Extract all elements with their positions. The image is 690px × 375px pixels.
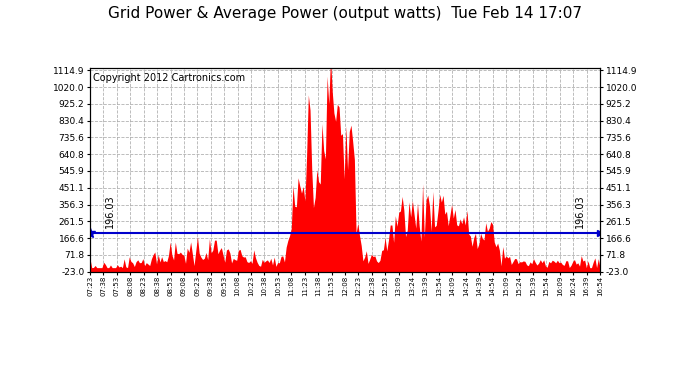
Text: Grid Power & Average Power (output watts)  Tue Feb 14 17:07: Grid Power & Average Power (output watts… [108, 6, 582, 21]
Text: 196.03: 196.03 [575, 194, 585, 228]
Text: Copyright 2012 Cartronics.com: Copyright 2012 Cartronics.com [92, 72, 245, 82]
Text: 196.03: 196.03 [105, 194, 115, 228]
